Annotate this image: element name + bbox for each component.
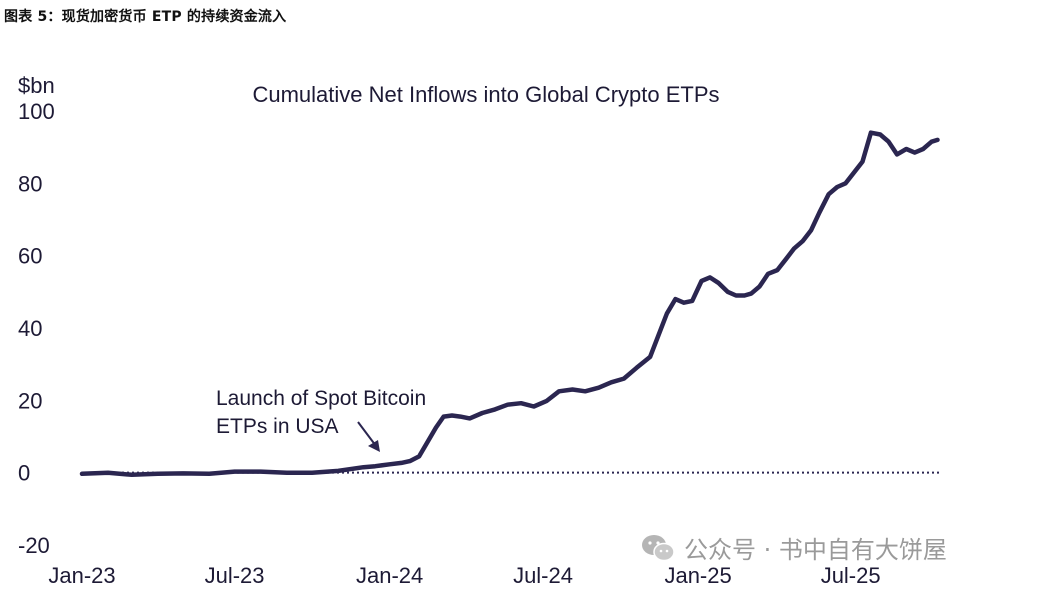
x-tick-label: Jul-25 xyxy=(821,563,881,588)
annotation-arrow xyxy=(357,421,377,447)
annotation-line-2: ETPs in USA xyxy=(216,415,339,438)
watermark: 公众号 · 书中自有大饼屋 xyxy=(640,530,947,565)
y-tick-label: 0 xyxy=(18,461,30,486)
x-tick-label: Jul-24 xyxy=(513,563,573,588)
x-tick-label: Jul-23 xyxy=(205,563,265,588)
y-tick-label: 60 xyxy=(18,244,42,269)
y-tick-label: 80 xyxy=(18,171,42,196)
series-line xyxy=(79,130,940,478)
y-axis-label: $bn xyxy=(18,73,55,98)
x-tick-label: Jan-24 xyxy=(356,563,423,588)
y-tick-label: 100 xyxy=(18,99,55,124)
annotation-arrowhead xyxy=(368,440,380,452)
y-tick-label: -20 xyxy=(18,533,50,558)
x-tick-label: Jan-23 xyxy=(48,563,115,588)
x-tick-labels: Jan-23 Jul-23 Jan-24 Jul-24 Jan-25 Jul-25 xyxy=(48,563,880,588)
watermark-text: 公众号 · 书中自有大饼屋 xyxy=(684,536,947,564)
annotation-line-1: Launch of Spot Bitcoin xyxy=(216,387,426,410)
y-tick-label: 20 xyxy=(18,388,42,413)
annotation: Launch of Spot Bitcoin ETPs in USA xyxy=(216,387,426,452)
y-tick-labels: 100 80 60 40 20 0 -20 xyxy=(18,99,55,558)
figure-caption: 图表 5：现货加密货币 ETP 的持续资金流入 xyxy=(4,9,287,25)
y-tick-label: 40 xyxy=(18,316,42,341)
wechat-icon xyxy=(642,534,675,561)
chart-title: Cumulative Net Inflows into Global Crypt… xyxy=(252,82,719,107)
x-tick-label: Jan-25 xyxy=(664,563,731,588)
